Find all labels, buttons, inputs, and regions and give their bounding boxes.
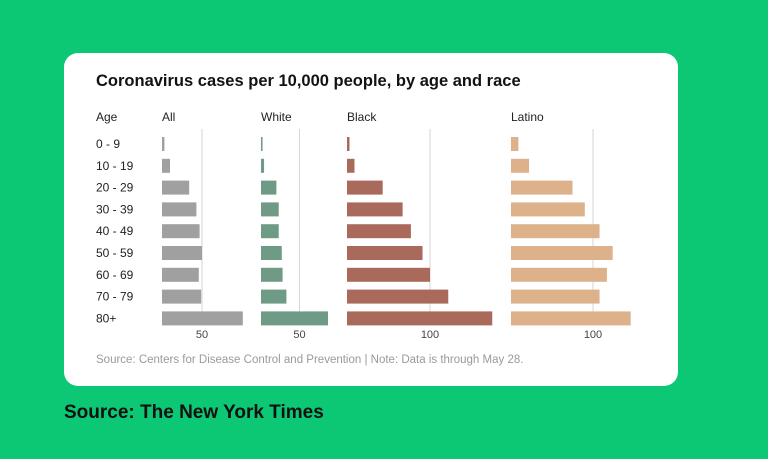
- age-label: 70 - 79: [96, 290, 134, 304]
- tick-label: 100: [421, 329, 439, 341]
- bar: [511, 224, 600, 239]
- bar: [261, 158, 265, 173]
- bar: [511, 180, 573, 195]
- bar: [347, 246, 423, 260]
- bar: [162, 158, 170, 173]
- age-label: 40 - 49: [96, 224, 134, 238]
- bar: [511, 289, 600, 304]
- age-label: 50 - 59: [96, 246, 134, 260]
- bar: [162, 289, 202, 304]
- source-credit: Source: The New York Times: [64, 402, 324, 423]
- series-header: Latino: [511, 110, 544, 124]
- chart-title: Coronavirus cases per 10,000 people, by …: [96, 72, 521, 90]
- bar: [511, 311, 631, 326]
- age-label: 0 - 9: [96, 137, 120, 151]
- bar: [162, 137, 165, 151]
- bar: [511, 267, 607, 282]
- bar: [347, 311, 493, 326]
- series-header: Black: [347, 110, 377, 124]
- bar: [261, 289, 287, 304]
- bar: [347, 289, 449, 304]
- bar: [511, 246, 613, 260]
- series-header: White: [261, 110, 292, 124]
- bar: [162, 246, 202, 260]
- bar: [261, 180, 277, 195]
- bar: [347, 137, 350, 151]
- bar: [261, 311, 328, 326]
- bar: [162, 224, 200, 239]
- age-label: 10 - 19: [96, 159, 134, 173]
- bar: [347, 202, 403, 217]
- bar: [261, 246, 282, 260]
- tick-label: 50: [293, 329, 305, 341]
- chart-card: Coronavirus cases per 10,000 people, by …: [64, 53, 678, 386]
- bar-chart: Age 0 - 9 10 - 19 20 - 29 30 - 39 40 - 49 50 -…: [96, 110, 631, 341]
- age-label: 60 - 69: [96, 268, 134, 282]
- series-header: All: [162, 110, 175, 124]
- bar: [162, 311, 243, 326]
- bar: [347, 180, 383, 195]
- bar: [162, 202, 197, 217]
- bar: [347, 224, 411, 239]
- age-column-header: Age: [96, 110, 118, 124]
- bar: [347, 158, 355, 173]
- bar: [162, 180, 190, 195]
- bar: [162, 267, 199, 282]
- age-label: 20 - 29: [96, 181, 134, 195]
- source-note: Source: Centers for Disease Control and …: [96, 354, 524, 366]
- age-label: 80+: [96, 311, 116, 325]
- bar: [347, 267, 430, 282]
- bar: [261, 267, 283, 282]
- bar: [511, 137, 519, 151]
- bar: [261, 224, 279, 239]
- bar: [511, 202, 585, 217]
- bar: [261, 202, 279, 217]
- tick-label: 100: [584, 329, 602, 341]
- bar: [261, 137, 263, 151]
- age-label: 30 - 39: [96, 202, 134, 216]
- tick-label: 50: [196, 329, 208, 341]
- bar: [511, 158, 530, 173]
